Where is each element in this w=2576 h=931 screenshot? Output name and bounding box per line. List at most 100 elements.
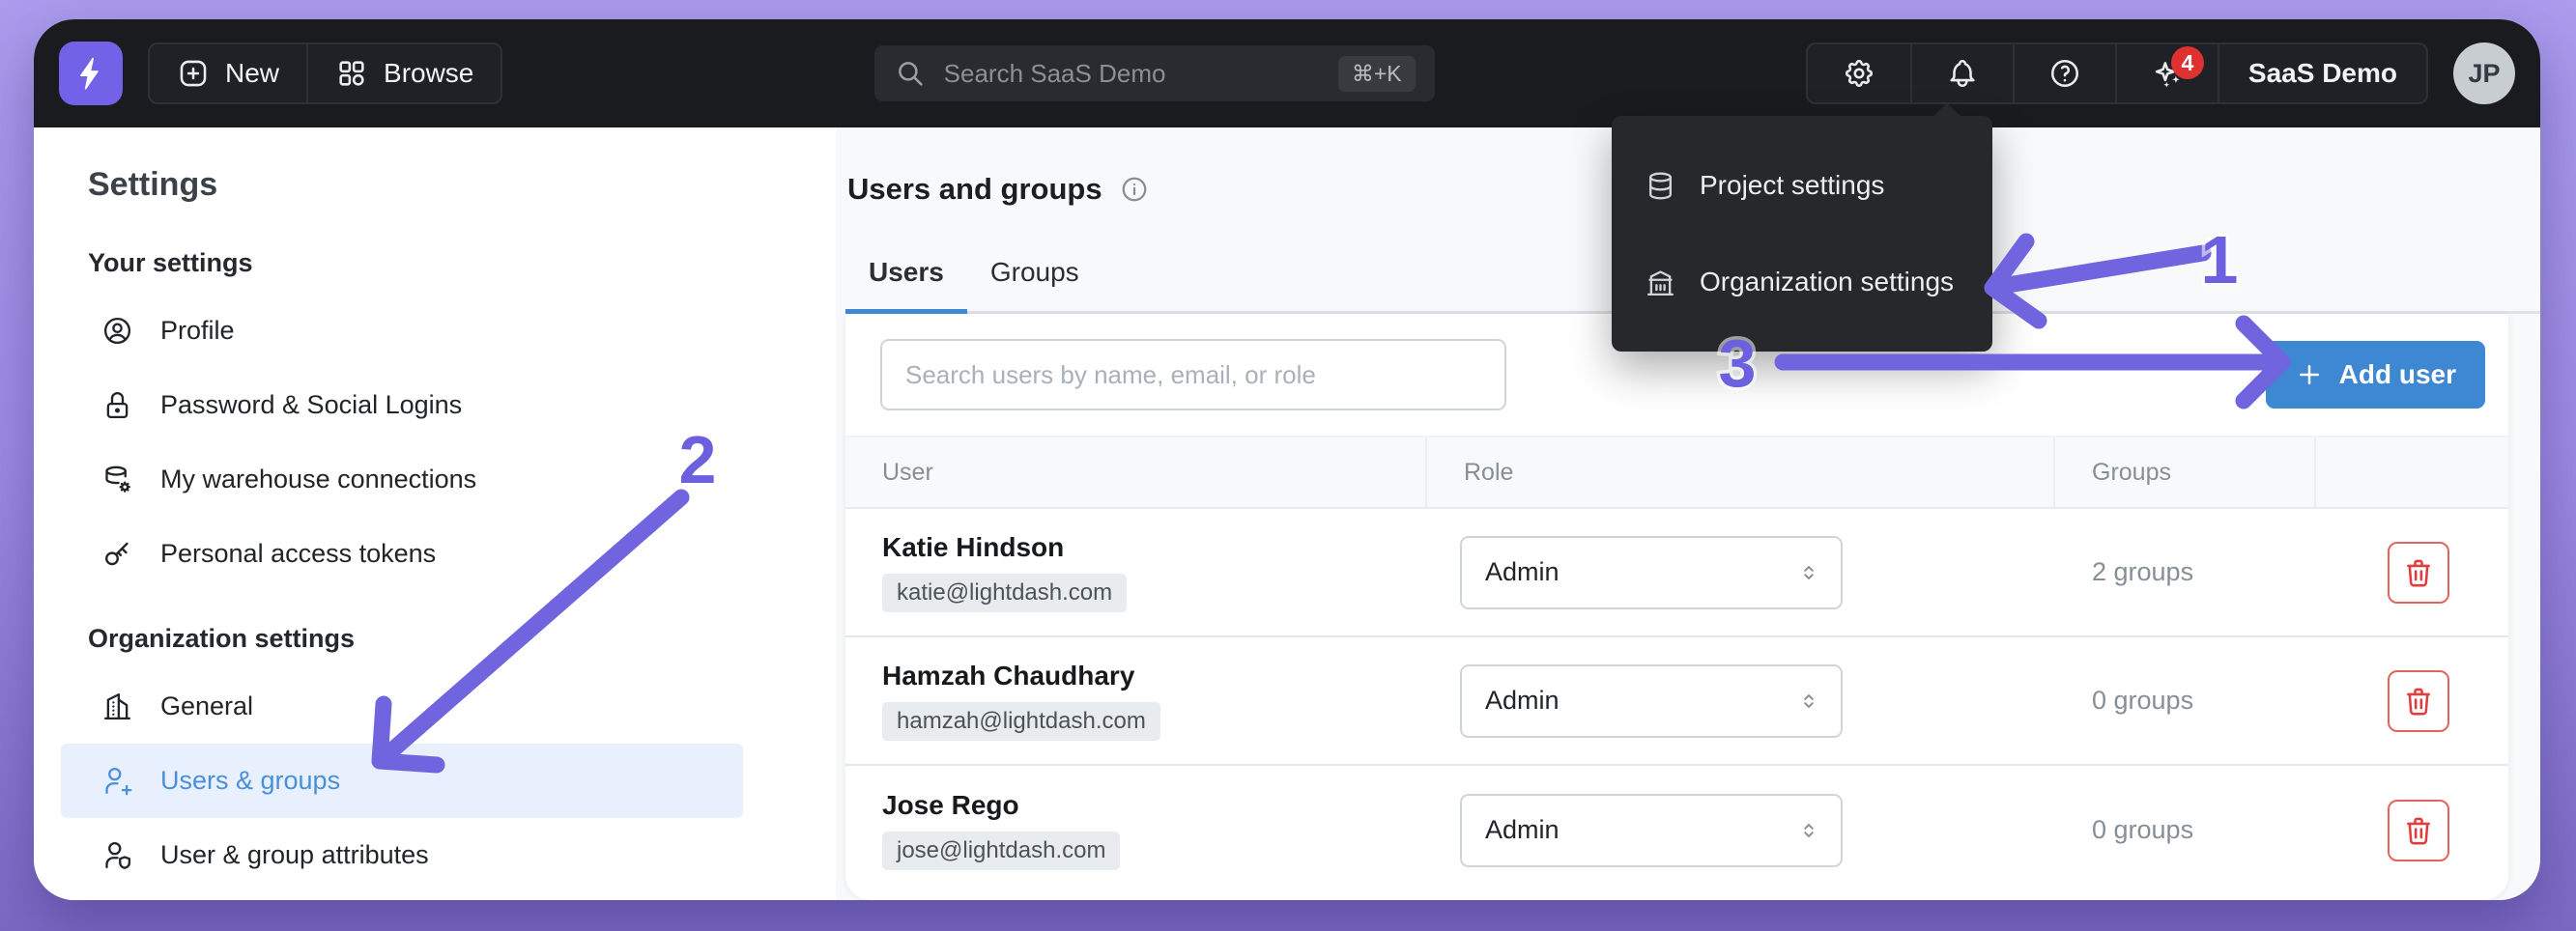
database-icon xyxy=(1649,172,1672,199)
workspace-name: SaaS Demo xyxy=(2247,58,2397,88)
delete-user-button[interactable] xyxy=(2387,799,2449,861)
tab-users[interactable]: Users xyxy=(845,249,967,314)
section-organization-settings: Organization settings xyxy=(88,624,356,653)
section-your-settings: Your settings xyxy=(88,248,253,277)
user-plus-icon xyxy=(105,767,132,796)
sidebar-item-label: Users & groups xyxy=(160,766,341,795)
role-select[interactable]: Admin xyxy=(1460,793,1843,867)
settings-dropdown-menu: Project settings Organization settings xyxy=(1612,116,1992,352)
chevron-selector-icon xyxy=(1804,565,1814,579)
lightdash-logo[interactable] xyxy=(59,42,123,105)
role-cell: Admin xyxy=(1425,535,2053,609)
groups-count: 2 groups xyxy=(2092,557,2194,586)
users-toolbar: Add user xyxy=(845,314,2508,436)
role-select[interactable]: Admin xyxy=(1460,663,1843,738)
trash-icon xyxy=(2406,559,2430,586)
avatar-initials: JP xyxy=(2468,58,2501,88)
notification-count-badge: 4 xyxy=(2170,46,2204,79)
sidebar-item-label: User & group attributes xyxy=(160,840,429,869)
tab-groups[interactable]: Groups xyxy=(967,249,1102,311)
new-button-label: New xyxy=(225,58,280,88)
users-card: Add user User Role Groups Katie Hindson … xyxy=(845,314,2508,900)
app-window: New Browse Search SaaS Demo ⌘+K xyxy=(34,19,2540,900)
search-users-input[interactable] xyxy=(880,339,1506,410)
help-icon xyxy=(2050,59,2078,88)
new-button[interactable]: New xyxy=(150,44,306,102)
user-cell: Katie Hindson katie@lightdash.com xyxy=(845,532,1425,612)
notifications-button[interactable] xyxy=(1909,44,2013,102)
help-button[interactable] xyxy=(2012,44,2115,102)
role-cell: Admin xyxy=(1425,663,2053,738)
user-name: Katie Hindson xyxy=(882,532,1065,562)
sidebar-item-label: Password & Social Logins xyxy=(160,390,463,419)
user-shield-icon xyxy=(105,841,131,869)
nav-button-group: New Browse xyxy=(148,42,503,104)
user-cell: Jose Rego jose@lightdash.com xyxy=(845,790,1425,870)
search-shortcut-kbd: ⌘+K xyxy=(1337,55,1416,92)
whats-new-button[interactable]: 4 xyxy=(2114,44,2218,102)
groups-count: 0 groups xyxy=(2092,815,2194,844)
settings-sidebar: Settings Your settings Profile Password … xyxy=(34,127,836,900)
menu-item-project-settings[interactable]: Project settings xyxy=(1612,137,1992,234)
menu-item-label: Organization settings xyxy=(1700,267,1955,296)
trash-icon xyxy=(2406,817,2430,844)
info-icon[interactable] xyxy=(1120,175,1149,204)
sidebar-item-users-groups[interactable]: Users & groups xyxy=(61,744,743,818)
sidebar-item-warehouse-connections[interactable]: My warehouse connections xyxy=(61,442,743,517)
workspace-switcher[interactable]: SaaS Demo xyxy=(2217,44,2426,102)
sidebar-item-access-tokens[interactable]: Personal access tokens xyxy=(61,517,743,591)
chevron-selector-icon xyxy=(1804,823,1814,837)
sidebar-item-label: Personal access tokens xyxy=(160,539,437,568)
main-content: Users and groups Users Groups Add user U… xyxy=(836,127,2540,900)
role-cell: Admin xyxy=(1425,793,2053,867)
plus-icon xyxy=(2299,365,2319,384)
page-title-row: Users and groups xyxy=(847,172,2540,207)
building-icon xyxy=(103,692,131,720)
table-header: User Role Groups xyxy=(845,436,2508,509)
sidebar-item-label: My warehouse connections xyxy=(160,465,477,494)
app-body: Settings Your settings Profile Password … xyxy=(34,127,2540,900)
user-name: Hamzah Chaudhary xyxy=(882,661,1135,691)
database-gear-icon xyxy=(105,466,130,493)
tab-users-label: Users xyxy=(869,257,944,287)
menu-item-organization-settings[interactable]: Organization settings xyxy=(1612,234,1992,330)
groups-count: 0 groups xyxy=(2092,686,2194,715)
sidebar-item-general[interactable]: General xyxy=(61,669,743,744)
sidebar-item-password[interactable]: Password & Social Logins xyxy=(61,368,743,442)
delete-user-button[interactable] xyxy=(2387,669,2449,732)
sidebar-item-label: Profile xyxy=(160,316,235,345)
add-user-label: Add user xyxy=(2338,359,2456,389)
role-select-value: Admin xyxy=(1485,686,1560,715)
role-select[interactable]: Admin xyxy=(1460,535,1843,609)
lock-icon xyxy=(106,392,129,419)
user-avatar[interactable]: JP xyxy=(2453,42,2515,104)
bank-icon xyxy=(1646,269,1674,296)
delete-user-button[interactable] xyxy=(2387,541,2449,604)
user-name: Jose Rego xyxy=(882,790,1019,820)
table-row: Jose Rego jose@lightdash.com Admin 0 gro… xyxy=(845,766,2508,894)
add-user-button[interactable]: Add user xyxy=(2265,341,2485,409)
settings-gear-button[interactable] xyxy=(1808,44,1910,102)
column-header-role: Role xyxy=(1425,437,2053,507)
sidebar-title: Settings xyxy=(88,166,218,203)
actions-cell xyxy=(2314,799,2508,861)
search-icon xyxy=(898,62,923,86)
role-select-value: Admin xyxy=(1485,815,1560,844)
chevron-selector-icon xyxy=(1804,693,1814,708)
table-row: Hamzah Chaudhary hamzah@lightdash.com Ad… xyxy=(845,637,2508,766)
bolt-icon xyxy=(80,57,99,90)
column-header-user: User xyxy=(882,458,933,486)
browse-button[interactable]: Browse xyxy=(306,44,501,102)
tab-groups-label: Groups xyxy=(989,257,1079,287)
trash-icon xyxy=(2406,688,2430,715)
user-email-badge: hamzah@lightdash.com xyxy=(882,702,1160,741)
actions-cell xyxy=(2314,669,2508,732)
sidebar-item-profile[interactable]: Profile xyxy=(61,294,743,368)
menu-item-label: Project settings xyxy=(1700,170,1885,200)
global-search-input[interactable]: Search SaaS Demo ⌘+K xyxy=(873,45,1435,101)
sidebar-item-user-group-attributes[interactable]: User & group attributes xyxy=(61,818,743,892)
bell-icon xyxy=(1950,60,1975,88)
user-email-badge: katie@lightdash.com xyxy=(882,574,1128,612)
actions-cell xyxy=(2314,541,2508,604)
column-header-groups: Groups xyxy=(2053,437,2314,507)
